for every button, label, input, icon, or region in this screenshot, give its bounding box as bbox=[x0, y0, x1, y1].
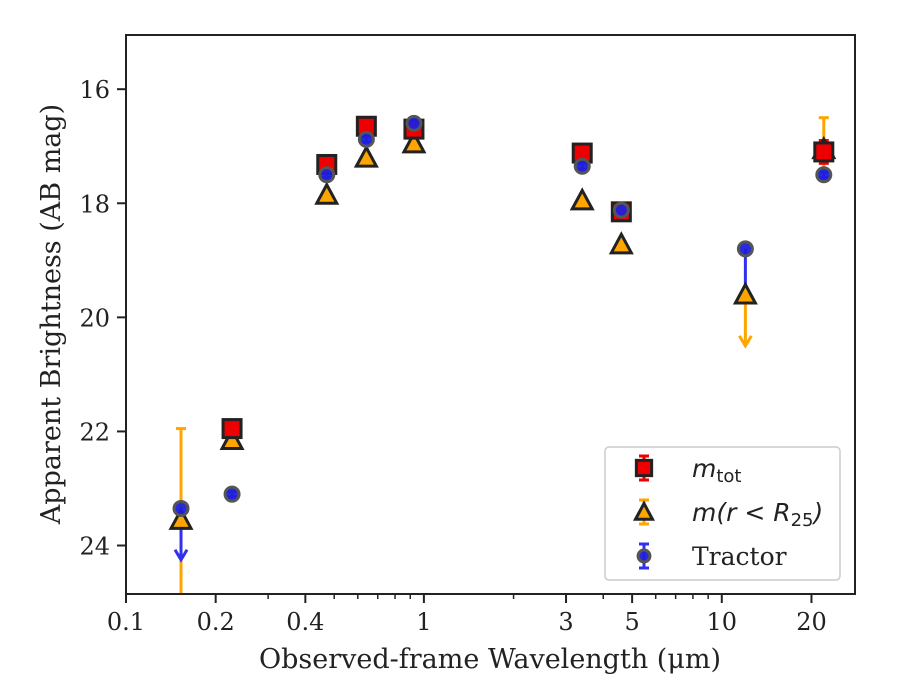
plot-area bbox=[168, 114, 837, 594]
circle-marker bbox=[612, 201, 630, 219]
y-tick-label: 20 bbox=[79, 304, 110, 332]
x-tick-label: 3 bbox=[558, 608, 573, 636]
legend: mtot m(r < R25) Tractor bbox=[604, 446, 841, 581]
x-tick-label: 20 bbox=[796, 608, 827, 636]
circle-marker bbox=[573, 157, 591, 175]
triangle-marker bbox=[168, 506, 194, 530]
circle-marker bbox=[318, 166, 336, 184]
y-tick-label: 22 bbox=[79, 418, 110, 446]
triangle-marker bbox=[353, 144, 379, 168]
triangle-marker bbox=[569, 187, 595, 211]
y-tick-label: 18 bbox=[79, 190, 110, 218]
triangle-marker bbox=[219, 426, 245, 450]
series-markers bbox=[221, 115, 835, 440]
triangle-marker bbox=[608, 231, 634, 255]
upper-limit-arrowhead bbox=[173, 549, 189, 563]
square-marker bbox=[634, 458, 654, 478]
x-tick-label: 1 bbox=[416, 608, 431, 636]
circle-marker bbox=[636, 548, 652, 564]
x-axis-label: Observed-frame Wavelength (μm) bbox=[259, 644, 721, 675]
x-tick-label: 10 bbox=[707, 608, 738, 636]
x-tick-label: 0.1 bbox=[107, 608, 145, 636]
upper-limit-arrowhead bbox=[738, 335, 753, 349]
legend-label: mtot bbox=[692, 454, 742, 487]
x-axis: 0.1 0.2 0.4 1 3 5 10 20 bbox=[107, 594, 827, 636]
y-axis-label: Apparent Brightness (AB mag) bbox=[36, 104, 67, 525]
triangle-marker bbox=[401, 130, 427, 154]
series-markers bbox=[172, 114, 833, 517]
square-marker bbox=[221, 418, 243, 440]
circle-marker bbox=[736, 240, 754, 258]
triangle-marker bbox=[314, 181, 340, 205]
circle-marker bbox=[357, 130, 375, 148]
square-marker bbox=[813, 141, 835, 163]
circle-marker bbox=[172, 499, 190, 517]
legend-label: Tractor bbox=[692, 542, 787, 571]
x-tick-label: 0.2 bbox=[197, 608, 235, 636]
circle-marker bbox=[223, 485, 241, 503]
y-tick-label: 16 bbox=[79, 76, 110, 104]
legend-label: m(r < R25) bbox=[692, 498, 823, 531]
triangle-marker bbox=[732, 281, 758, 305]
legend-box bbox=[604, 446, 841, 581]
y-axis: 16 18 20 22 24 bbox=[79, 76, 126, 561]
x-tick-label: 5 bbox=[624, 608, 639, 636]
x-tick-label: 0.4 bbox=[286, 608, 324, 636]
axes-frame bbox=[125, 34, 856, 595]
triangle-marker bbox=[632, 500, 656, 521]
y-tick-label: 24 bbox=[79, 533, 110, 561]
circle-marker bbox=[405, 114, 423, 132]
circle-marker bbox=[815, 166, 833, 184]
